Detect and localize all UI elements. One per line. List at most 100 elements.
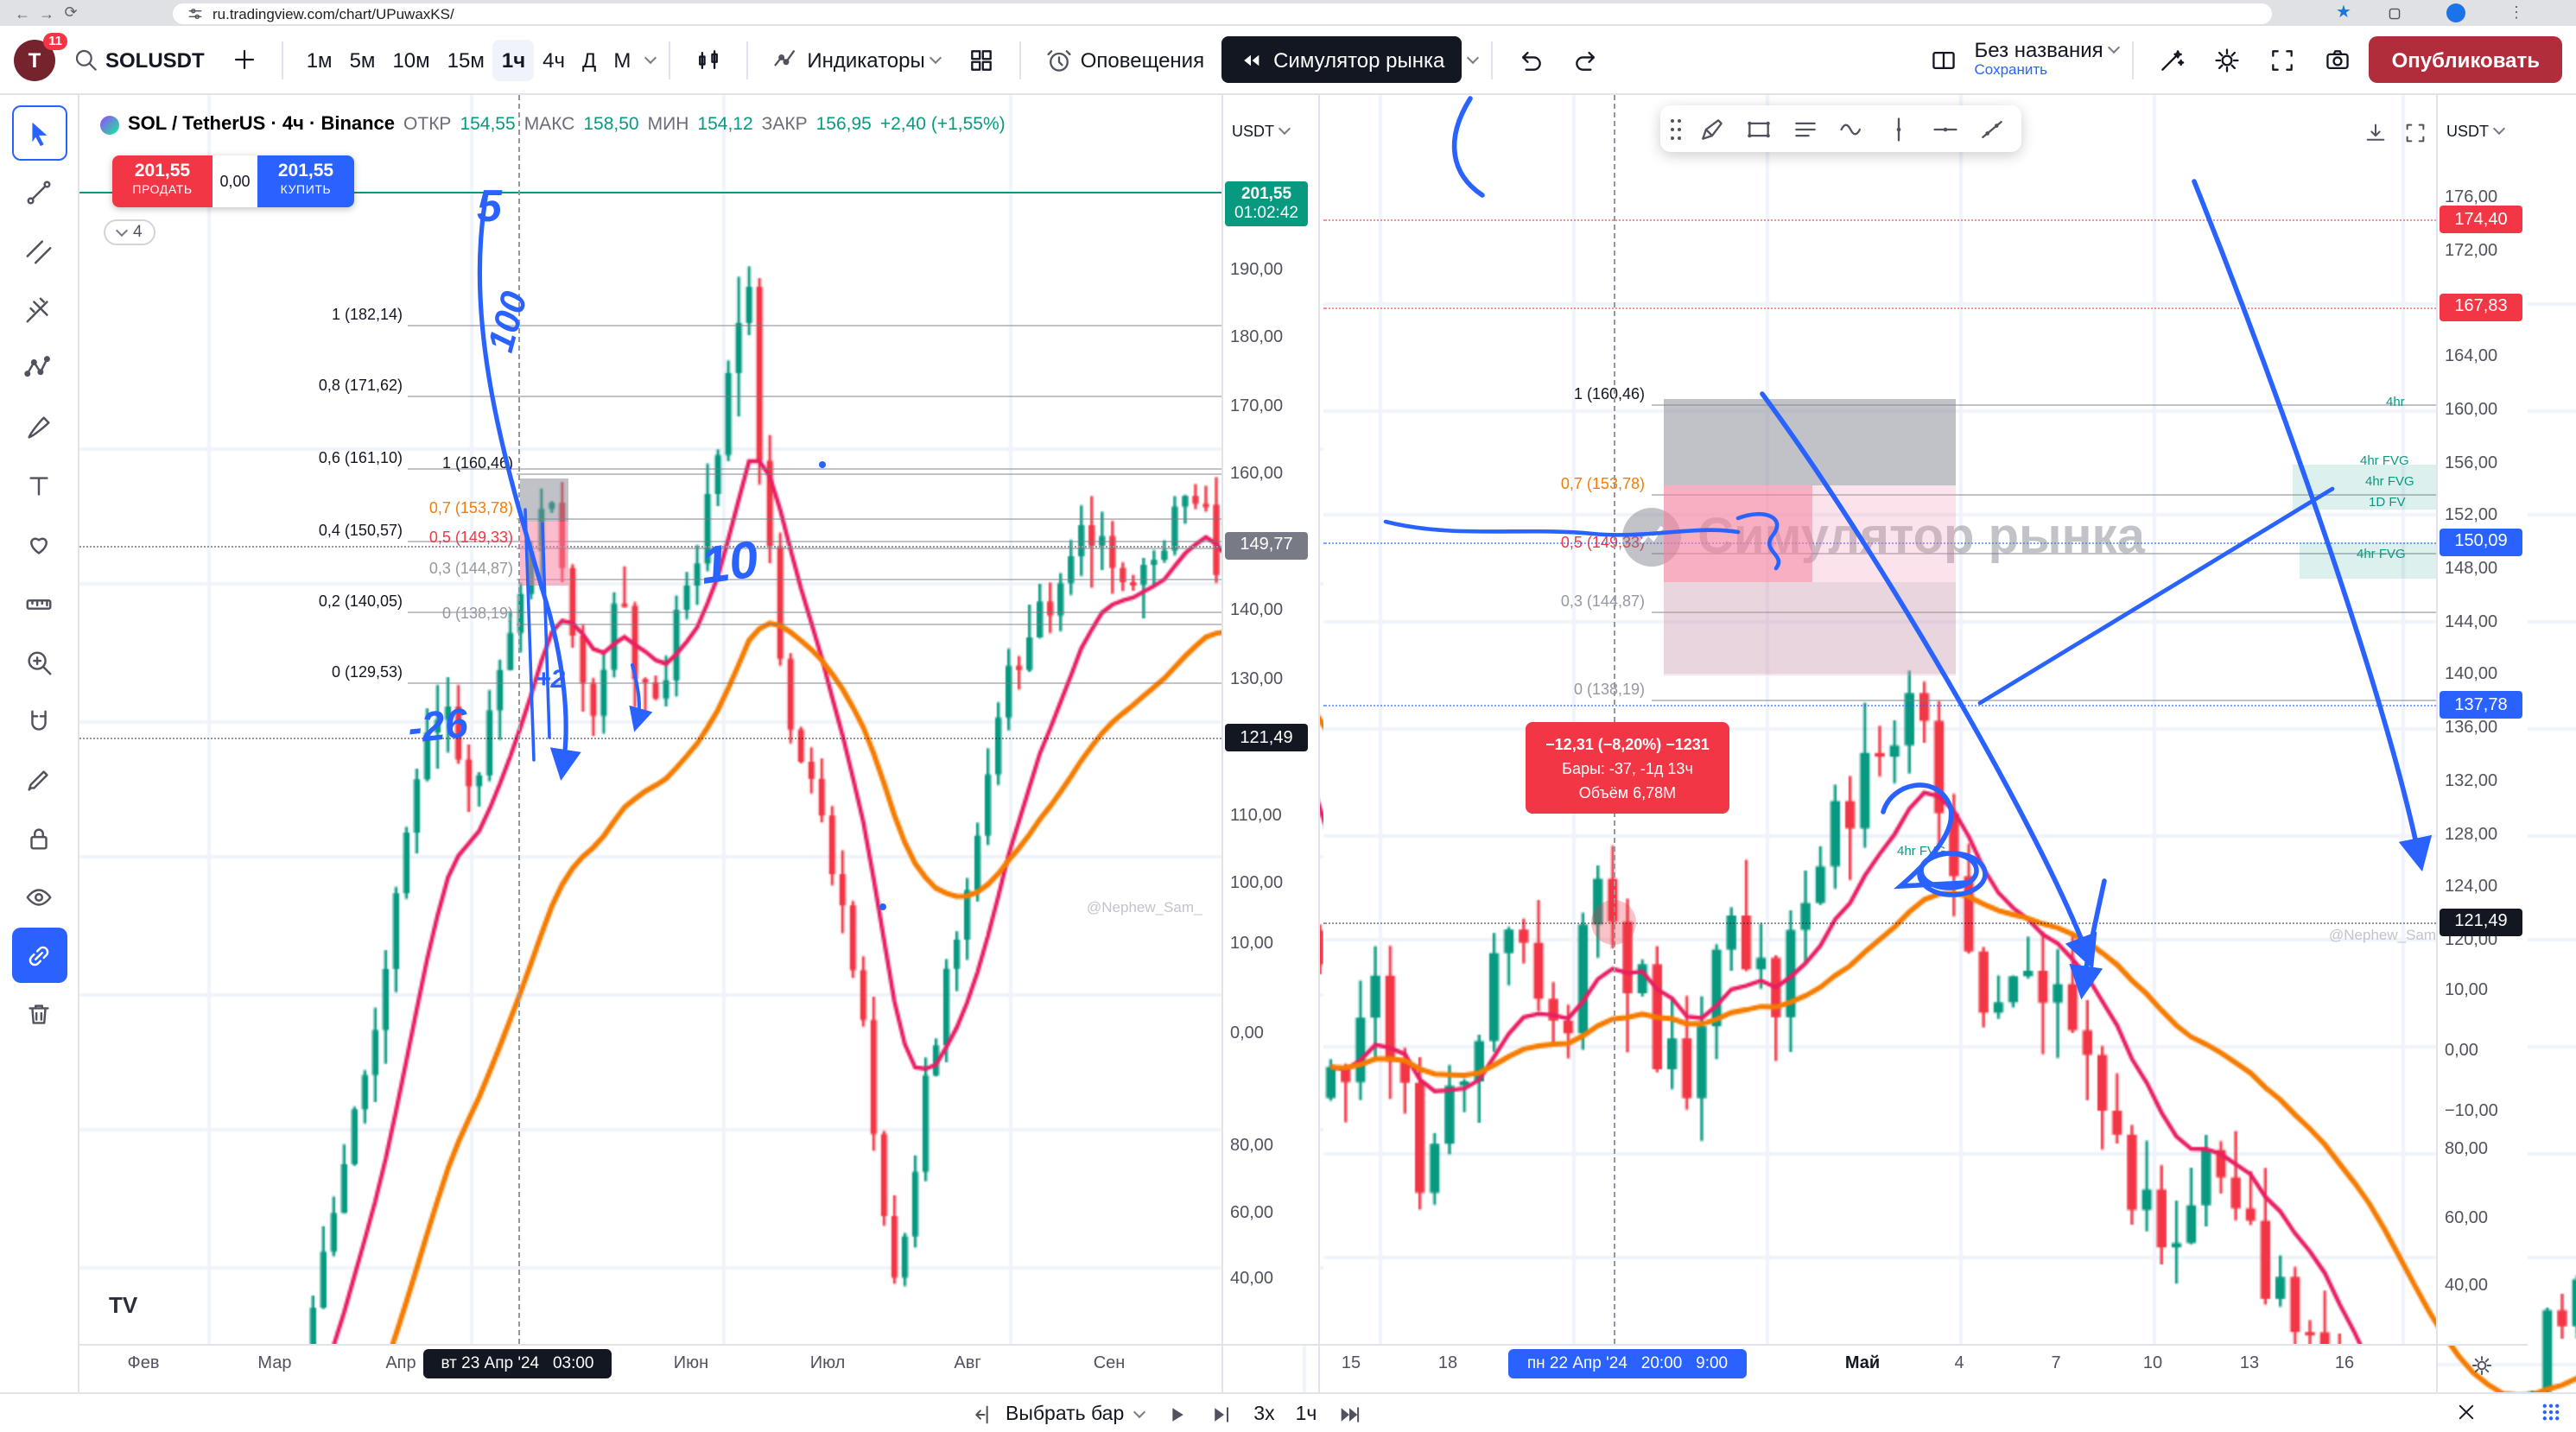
hide-tool-icon[interactable]	[11, 869, 67, 924]
browser-avatar[interactable]	[2446, 3, 2465, 22]
browser-menu-icon[interactable]: ⋮	[2509, 3, 2524, 21]
save-button[interactable]: Сохранить	[1974, 60, 2048, 77]
sync-link-tool-icon[interactable]	[11, 928, 67, 983]
axis-currency-R[interactable]: USDT	[2446, 122, 2505, 140]
price-tick: 40,00	[1230, 1270, 1274, 1289]
ruler-tool-icon[interactable]	[11, 575, 67, 630]
browser-back-button[interactable]: ←	[15, 4, 30, 22]
text-tool-icon[interactable]	[11, 458, 67, 513]
fib-label: 0,6 (161,10)	[318, 448, 403, 466]
interval-chevron-icon[interactable]	[644, 50, 657, 64]
url-bar[interactable]: ru.tradingview.com/chart/UPuwaxKS/	[173, 3, 2272, 23]
interval-1ч[interactable]: 1ч	[492, 39, 535, 80]
browser-reload-button[interactable]: ⟳	[64, 3, 78, 21]
bookmark-star-icon[interactable]: ★	[2336, 3, 2351, 22]
symbol-search-button[interactable]: SOLUSDT	[62, 37, 215, 82]
time-axis-left[interactable]: Фев Мар Апр Июн Июл Авг Сен вт 23 Апр '24 03:00	[79, 1344, 1221, 1392]
vertical-line-tool-icon[interactable]	[1875, 109, 1921, 149]
remove-tool-icon[interactable]	[11, 986, 67, 1042]
layout-name-button[interactable]: Без названия Сохранить	[1974, 39, 2121, 79]
step-forward-icon[interactable]	[1209, 1402, 1233, 1426]
crosshair-price-tag: 149,77	[1225, 531, 1308, 560]
maximize-icon[interactable]	[2403, 121, 2427, 145]
chart-legend[interactable]: SOL / TetherUS · 4ч · Binance ОТКР 154,55…	[100, 114, 1006, 135]
pitchfork-tool-icon[interactable]	[11, 282, 67, 337]
indicators-icon	[772, 46, 800, 73]
magnet-tool-icon[interactable]	[11, 693, 67, 748]
objects-tree-badge[interactable]: 4	[104, 219, 156, 245]
skip-to-end-icon[interactable]	[1337, 1402, 1361, 1426]
user-avatar[interactable]: T 11	[14, 32, 67, 80]
download-icon[interactable]	[2363, 121, 2388, 145]
trend-line-tool-icon[interactable]	[11, 164, 67, 219]
chart-canvas-right[interactable]	[1323, 95, 2576, 1432]
interval-1м[interactable]: 1м	[306, 48, 333, 72]
interval-5м[interactable]: 5м	[349, 48, 376, 72]
drawing-tools-rail	[0, 95, 79, 1392]
legend-title[interactable]: SOL / TetherUS · 4ч · Binance	[128, 114, 396, 135]
price-tag-167,83: 167,83	[2440, 293, 2522, 321]
emoji-tool-icon[interactable]	[11, 516, 67, 572]
sell-button[interactable]: 201,55 ПРОДАТЬ	[112, 155, 213, 207]
zoom-tool-icon[interactable]	[11, 634, 67, 689]
edit-tool-icon[interactable]	[11, 751, 67, 807]
layout-panels-icon[interactable]	[1919, 37, 1968, 82]
fullscreen-icon[interactable]	[2259, 37, 2307, 82]
site-settings-icon[interactable]	[187, 4, 204, 22]
price-tick: 190,00	[1230, 261, 1284, 280]
market-simulator-button[interactable]: Симулятор рынка	[1221, 36, 1462, 83]
time-tick: 16	[2334, 1354, 2355, 1373]
time-axis-right[interactable]: 15 18 Май 4 7 10 13 16 пн 22 Апр '24 20:00 9:00	[1323, 1344, 2436, 1392]
interval-15м[interactable]: 15м	[447, 48, 485, 72]
brush-tool-icon[interactable]	[11, 399, 67, 454]
fib-line	[408, 611, 1221, 613]
parallel-channel-tool-icon[interactable]	[11, 223, 67, 278]
simulator-chevron-icon[interactable]	[1467, 50, 1480, 64]
settings-gear-icon[interactable]	[2204, 37, 2252, 82]
indicators-button[interactable]: Индикаторы	[762, 37, 950, 82]
quick-search-wand-icon[interactable]	[2148, 37, 2197, 82]
extensions-icon[interactable]	[2386, 4, 2403, 22]
publish-button[interactable]: Опубликовать	[2369, 36, 2562, 83]
apps-grid-icon[interactable]	[2540, 1401, 2562, 1423]
fvg-label: 4hr FVG	[2365, 473, 2414, 489]
close-replay-icon[interactable]	[2455, 1401, 2478, 1423]
play-icon[interactable]	[1164, 1402, 1188, 1426]
pen-tool-icon[interactable]	[1688, 109, 1735, 149]
chart-type-icon[interactable]	[684, 37, 733, 82]
time-tick: Авг	[954, 1354, 981, 1373]
horizontal-line-tool-icon[interactable]	[1921, 109, 1968, 149]
lock-tool-icon[interactable]	[11, 810, 67, 865]
overlay-line	[1323, 705, 2436, 707]
simulator-watermark: Симулятор рынка	[1555, 508, 2211, 567]
price-axis-left[interactable]: USDT 190,00 180,00 170,00 160,00 140,00 130,00…	[1221, 95, 1318, 1344]
price-tick: 140,00	[2445, 665, 2498, 685]
alerts-button[interactable]: Оповещения	[1036, 37, 1215, 82]
browser-forward-button[interactable]: →	[39, 4, 54, 22]
trend-ray-tool-icon[interactable]	[1968, 109, 2014, 149]
indicator-templates-icon[interactable]	[958, 37, 1006, 82]
redo-icon[interactable]	[1562, 37, 1610, 82]
add-symbol-button[interactable]	[222, 37, 269, 82]
pattern-tool-icon[interactable]	[11, 340, 67, 396]
replay-interval-button[interactable]: 1ч	[1295, 1403, 1317, 1424]
parallel-lines-tool-icon[interactable]	[1781, 109, 1828, 149]
drag-handle-icon[interactable]	[1667, 117, 1685, 141]
interval-10м[interactable]: 10м	[392, 48, 430, 72]
interval-М[interactable]: М	[613, 48, 631, 72]
rectangle-tool-icon[interactable]	[1735, 109, 1781, 149]
snapshot-camera-icon[interactable]	[2314, 37, 2363, 82]
crosshair-tool-icon[interactable]	[11, 105, 67, 161]
speed-button[interactable]: 3х	[1253, 1403, 1275, 1424]
interval-Д[interactable]: Д	[582, 48, 597, 72]
tradingview-logo[interactable]: TV	[109, 1292, 138, 1318]
wave-tool-icon[interactable]	[1828, 109, 1875, 149]
undo-icon[interactable]	[1507, 37, 1555, 82]
time-settings-gear-icon[interactable]	[2471, 1354, 2493, 1377]
select-bar-button[interactable]: Выбрать бар	[971, 1402, 1145, 1426]
axis-currency-L[interactable]: USDT	[1232, 122, 1291, 140]
buy-button[interactable]: 201,55 КУПИТЬ	[257, 155, 354, 207]
interval-4ч[interactable]: 4ч	[542, 48, 566, 72]
price-tag-174,40: 174,40	[2440, 206, 2522, 234]
price-axis-right[interactable]: USDT 176,00 172,00 164,00 160,00 156,00 152,00…	[2436, 95, 2528, 1344]
